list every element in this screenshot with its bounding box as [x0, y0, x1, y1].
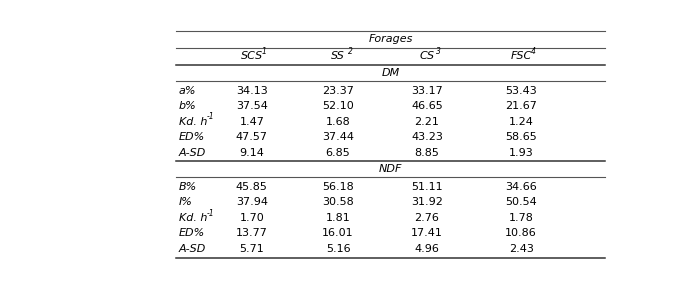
Text: 1.93: 1.93 [509, 148, 533, 158]
Text: 37.44: 37.44 [322, 132, 354, 142]
Text: 31.92: 31.92 [411, 197, 443, 207]
Text: 16.01: 16.01 [322, 228, 354, 238]
Text: 5.16: 5.16 [326, 244, 350, 254]
Text: 3: 3 [437, 47, 441, 56]
Text: 17.41: 17.41 [411, 228, 443, 238]
Text: SS: SS [331, 51, 345, 61]
Text: SCS: SCS [241, 51, 263, 61]
Text: 1.47: 1.47 [240, 117, 264, 127]
Text: 37.94: 37.94 [236, 197, 268, 207]
Text: 1.24: 1.24 [509, 117, 534, 127]
Text: 4.96: 4.96 [414, 244, 439, 254]
Text: 58.65: 58.65 [506, 132, 537, 142]
Text: b%: b% [178, 101, 196, 111]
Text: 33.17: 33.17 [411, 85, 443, 96]
Text: 1.78: 1.78 [509, 213, 534, 223]
Text: 53.43: 53.43 [506, 85, 537, 96]
Text: NDF: NDF [379, 164, 402, 174]
Text: FSC: FSC [510, 51, 532, 61]
Text: 46.65: 46.65 [411, 101, 443, 111]
Text: Kd. h: Kd. h [178, 213, 207, 223]
Text: 1.68: 1.68 [326, 117, 350, 127]
Text: 34.13: 34.13 [236, 85, 268, 96]
Text: 13.77: 13.77 [236, 228, 268, 238]
Text: 5.71: 5.71 [240, 244, 264, 254]
Text: A-SD: A-SD [178, 148, 206, 158]
Text: 21.67: 21.67 [506, 101, 537, 111]
Text: 2.21: 2.21 [414, 117, 439, 127]
Text: 2.43: 2.43 [509, 244, 534, 254]
Text: DM: DM [381, 68, 400, 78]
Text: 37.54: 37.54 [236, 101, 268, 111]
Text: 47.57: 47.57 [236, 132, 268, 142]
Text: ED%: ED% [178, 132, 205, 142]
Text: Forages: Forages [369, 34, 412, 44]
Text: -1: -1 [207, 112, 214, 121]
Text: 1: 1 [261, 47, 266, 56]
Text: CS: CS [419, 51, 435, 61]
Text: 56.18: 56.18 [322, 182, 354, 192]
Text: 50.54: 50.54 [506, 197, 537, 207]
Text: 52.10: 52.10 [322, 101, 354, 111]
Text: 45.85: 45.85 [236, 182, 268, 192]
Text: 2.76: 2.76 [414, 213, 439, 223]
Text: 10.86: 10.86 [506, 228, 537, 238]
Text: Kd. h: Kd. h [178, 117, 207, 127]
Text: B%: B% [178, 182, 197, 192]
Text: 8.85: 8.85 [414, 148, 439, 158]
Text: 2: 2 [348, 47, 352, 56]
Text: ED%: ED% [178, 228, 205, 238]
Text: 34.66: 34.66 [506, 182, 537, 192]
Text: 51.11: 51.11 [411, 182, 443, 192]
Text: 1.81: 1.81 [326, 213, 350, 223]
Text: 6.85: 6.85 [326, 148, 350, 158]
Text: a%: a% [178, 85, 196, 96]
Text: 30.58: 30.58 [322, 197, 354, 207]
Text: A-SD: A-SD [178, 244, 206, 254]
Text: 1.70: 1.70 [240, 213, 264, 223]
Text: I%: I% [178, 197, 192, 207]
Text: 43.23: 43.23 [411, 132, 443, 142]
Text: 23.37: 23.37 [322, 85, 354, 96]
Text: 4: 4 [531, 47, 535, 56]
Text: 9.14: 9.14 [240, 148, 264, 158]
Text: -1: -1 [207, 209, 214, 217]
